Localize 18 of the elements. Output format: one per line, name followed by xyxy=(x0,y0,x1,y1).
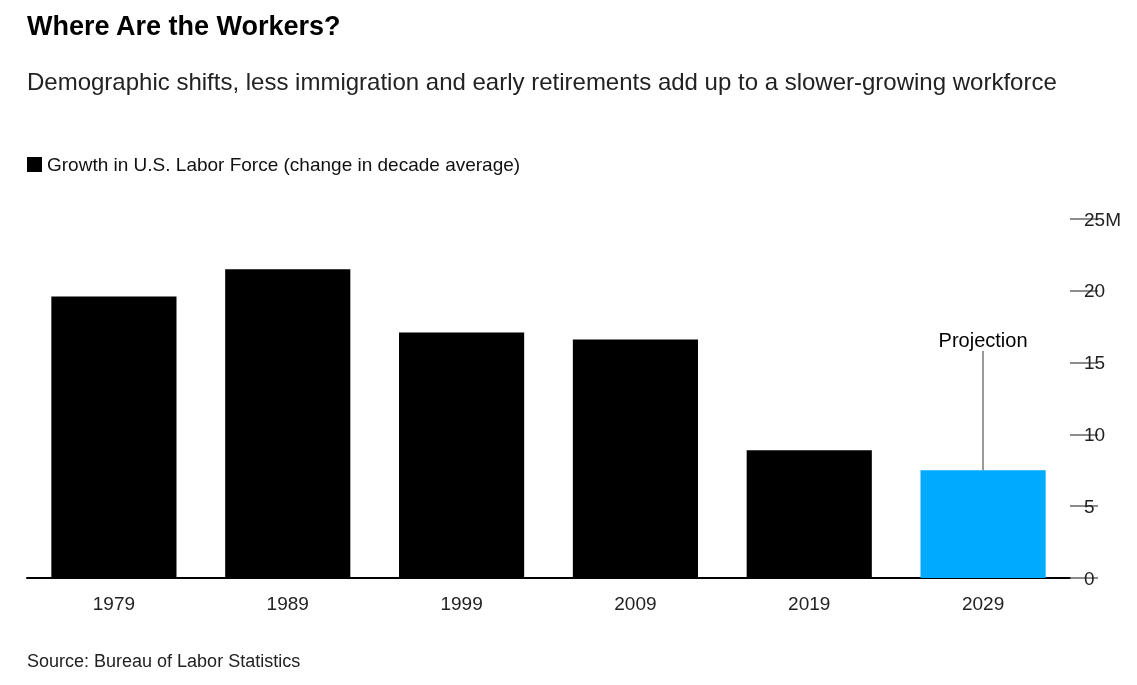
x-tick-label: 2019 xyxy=(788,593,831,614)
y-tick-label: 20 xyxy=(1084,280,1106,302)
chart-title: Where Are the Workers? xyxy=(27,10,341,41)
y-tick-label: 5 xyxy=(1084,495,1095,517)
legend-label: Growth in U.S. Labor Force (change in decade average) xyxy=(47,154,521,175)
x-tick-label: 1979 xyxy=(92,593,136,614)
x-tick-label: 2009 xyxy=(614,593,657,614)
y-tick-label: 10 xyxy=(1084,423,1106,445)
chart-subtitle: Demographic shifts, less immigration and early retirements add up to a slower-growing workforce xyxy=(27,67,1057,95)
x-tick-label: 2029 xyxy=(961,593,1005,614)
x-tick-label: 1999 xyxy=(440,593,483,614)
y-tick-label: 15 xyxy=(1084,352,1106,374)
y-tick-label: 25M xyxy=(1084,208,1121,230)
annotation: Projection xyxy=(938,328,1028,351)
bar xyxy=(920,470,1046,578)
source-note: Source: Bureau of Labor Statistics xyxy=(27,651,301,671)
x-tick-label: 1989 xyxy=(266,593,309,614)
y-tick-label: 0 xyxy=(1084,567,1095,589)
